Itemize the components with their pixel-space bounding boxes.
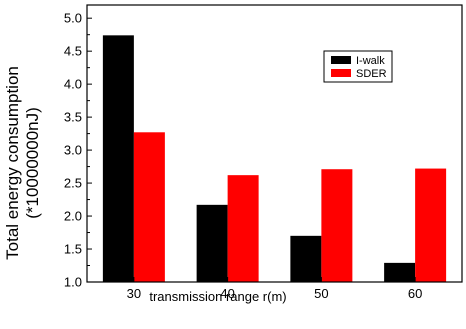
x-tick-label: 60	[408, 286, 422, 301]
bar-i-walk-60	[384, 262, 416, 282]
legend-label-sder: SDER	[356, 68, 387, 80]
plot-frame	[86, 4, 463, 283]
y-tick-label: 5.0	[64, 11, 82, 26]
y-tick-label: 4.5	[64, 44, 82, 59]
x-axis-label: transmission range r(m)	[149, 289, 286, 304]
y-axis-label-line1: Total energy consumption	[3, 66, 22, 260]
bars-layer	[102, 35, 447, 282]
y-tick-label: 4.0	[64, 77, 82, 92]
bar-sder-60	[415, 168, 447, 282]
legend-swatch-i-walk	[331, 56, 351, 64]
y-axis: 1.0 1.5 2.0 2.5 3.0 3.5 4.0 4.5 5.0	[64, 11, 92, 290]
y-tick-label: 3.0	[64, 143, 82, 158]
y-tick-label: 1.5	[64, 242, 82, 257]
legend-label-i-walk: I-walk	[356, 55, 385, 67]
bar-sder-40	[227, 175, 259, 282]
y-axis-label-line2: (*10000000nJ)	[23, 107, 42, 219]
x-axis: 30 40 50 60	[127, 277, 422, 301]
y-tick-label: 2.5	[64, 176, 82, 191]
x-tick-label: 40	[220, 286, 234, 301]
legend: I-walk SDER	[323, 50, 393, 83]
bar-sder-50	[321, 169, 353, 282]
bar-i-walk-50	[290, 235, 322, 282]
x-tick-label: 30	[127, 286, 141, 301]
y-tick-label: 2.0	[64, 209, 82, 224]
legend-swatch-sder	[331, 69, 351, 77]
bar-sder-30	[133, 132, 165, 282]
y-tick-label: 1.0	[64, 275, 82, 290]
bar-i-walk-30	[102, 35, 134, 282]
x-tick-label: 50	[314, 286, 328, 301]
y-tick-label: 3.5	[64, 110, 82, 125]
bar-i-walk-40	[196, 204, 228, 282]
